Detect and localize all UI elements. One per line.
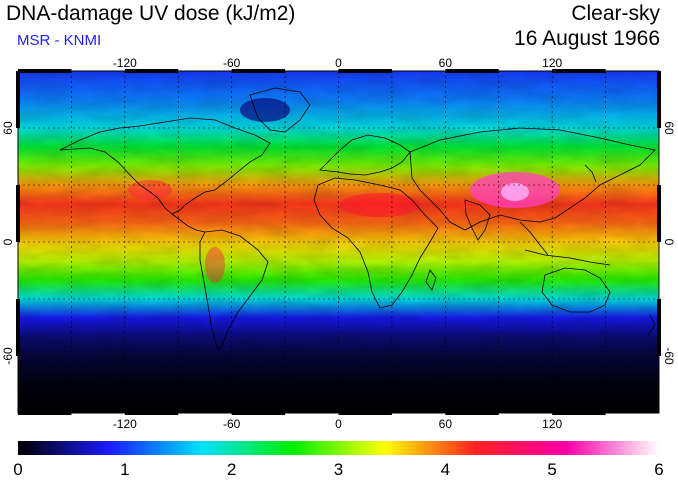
map-title: DNA-damage UV dose (kJ/m2) xyxy=(6,2,296,25)
frame-segment xyxy=(552,69,606,73)
frame-segment xyxy=(231,69,286,73)
lat-tick-label-right: -60 xyxy=(662,347,676,365)
lat-tick-label-left: 0 xyxy=(1,238,15,245)
north-america-coast xyxy=(59,117,271,215)
lon-tick-label-top: 0 xyxy=(335,56,342,70)
southeast-asia-coast xyxy=(519,221,549,256)
frame-segment xyxy=(445,411,499,415)
frame-segment xyxy=(657,71,661,128)
japan-coast xyxy=(584,164,597,183)
tibetan-plateau-core xyxy=(501,183,529,201)
central-america-coast xyxy=(171,213,206,233)
australia-coast xyxy=(541,267,611,313)
colorbar-tick-label: 3 xyxy=(334,460,343,479)
frame-segment xyxy=(657,299,661,356)
frame-segment xyxy=(338,69,392,73)
gridlines xyxy=(18,71,659,413)
date-label: 16 August 1966 xyxy=(514,27,660,50)
source-label: MSR - KNMI xyxy=(17,32,102,49)
greenland-low xyxy=(240,98,290,122)
lon-tick-label-bottom: 0 xyxy=(335,417,342,431)
colorbar-tick-label: 0 xyxy=(13,460,22,479)
frame-segment xyxy=(338,411,392,415)
map-ticks: -120 -120 -60 -60 0 0 60 60 120 120 60 60 0 0 -60 -60 xyxy=(1,56,676,431)
mexico-hotspot xyxy=(128,180,172,200)
colorbar-bar xyxy=(18,441,659,455)
frame-segment xyxy=(16,185,20,242)
colorbar-tick-label: 6 xyxy=(654,460,663,479)
asia-coast xyxy=(409,127,656,231)
colorbar-tick-label: 4 xyxy=(441,460,450,479)
lon-tick-label-bottom: 120 xyxy=(542,417,562,431)
indonesia-coast xyxy=(524,249,611,266)
colorbar: 0 1 2 3 4 5 6 xyxy=(13,441,664,479)
lon-tick-label-top: -120 xyxy=(113,56,137,70)
sahara-hotspot xyxy=(340,193,420,217)
lat-tick-label-right: 60 xyxy=(662,121,676,135)
lon-tick-label-bottom: -60 xyxy=(223,417,241,431)
frame-segment xyxy=(16,71,20,128)
madagascar-coast xyxy=(425,269,437,291)
greenland-coast xyxy=(249,87,311,133)
lon-tick-label-top: 120 xyxy=(542,56,562,70)
frame-segment xyxy=(124,411,179,415)
lat-tick-label-left: 60 xyxy=(1,121,15,135)
frame-segment xyxy=(657,185,661,242)
frame-segment xyxy=(124,69,179,73)
lon-tick-label-bottom: -120 xyxy=(113,417,137,431)
india-coast xyxy=(464,199,491,241)
frame-segment xyxy=(18,69,72,73)
frame-segment xyxy=(18,411,72,415)
africa-coast xyxy=(313,177,439,309)
frame-segment xyxy=(231,411,286,415)
map-frame: -120 -120 -60 -60 0 0 60 60 120 120 60 60 0 0 -60 -60 xyxy=(1,56,676,431)
lat-tick-label-right: 0 xyxy=(662,239,676,246)
lon-tick-label-top: -60 xyxy=(223,56,241,70)
lat-tick-label-left: -60 xyxy=(1,347,15,365)
andes-hotspot xyxy=(205,247,225,283)
lon-tick-label-top: 60 xyxy=(439,56,453,70)
colorbar-tick-label: 1 xyxy=(120,460,129,479)
colorbar-labels: 0 1 2 3 4 5 6 xyxy=(13,460,663,479)
new-zealand-coast xyxy=(647,314,656,336)
coastlines xyxy=(59,87,656,351)
south-america-coast xyxy=(199,229,269,351)
frame-segment xyxy=(552,411,606,415)
colorbar-tick-label: 2 xyxy=(227,460,236,479)
sky-condition-label: Clear-sky xyxy=(571,2,660,25)
colorbar-tick-label: 5 xyxy=(547,460,556,479)
lon-tick-label-bottom: 60 xyxy=(439,417,453,431)
frame-segment xyxy=(16,299,20,356)
frame-segment xyxy=(445,69,499,73)
